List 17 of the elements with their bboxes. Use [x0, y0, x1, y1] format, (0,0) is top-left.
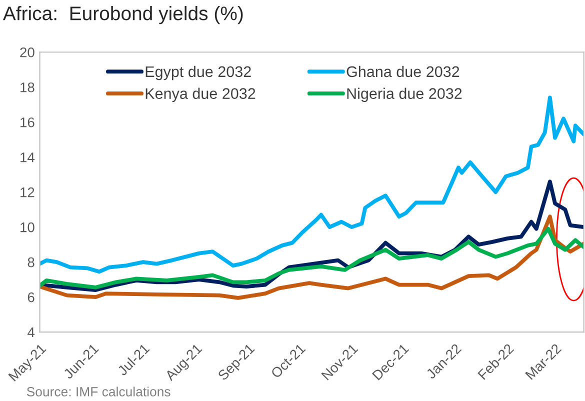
legend-label: Egypt due 2032 [146, 66, 251, 80]
legend-label: Kenya due 2032 [146, 88, 256, 102]
legend-label: Nigeria due 2032 [347, 88, 462, 102]
chart-title: Africa: Eurobond yields (%) [2, 6, 243, 24]
y-tick-label: 16 [20, 117, 34, 128]
line-series [40, 214, 584, 300]
y-tick-label: 20 [20, 47, 34, 58]
y-tick-label: 10 [20, 222, 34, 232]
y-tick-label: 8 [28, 257, 34, 268]
y-tick-label: 6 [28, 292, 34, 302]
y-tick-label: 12 [20, 187, 34, 198]
y-tick-label: 18 [20, 82, 34, 92]
y-tick-label: 4 [28, 328, 35, 338]
legend-label: Ghana due 2032 [346, 66, 460, 78]
line-series [40, 226, 584, 290]
source-note: Source: IMF calculations [26, 386, 170, 396]
y-tick-label: 14 [20, 152, 35, 162]
